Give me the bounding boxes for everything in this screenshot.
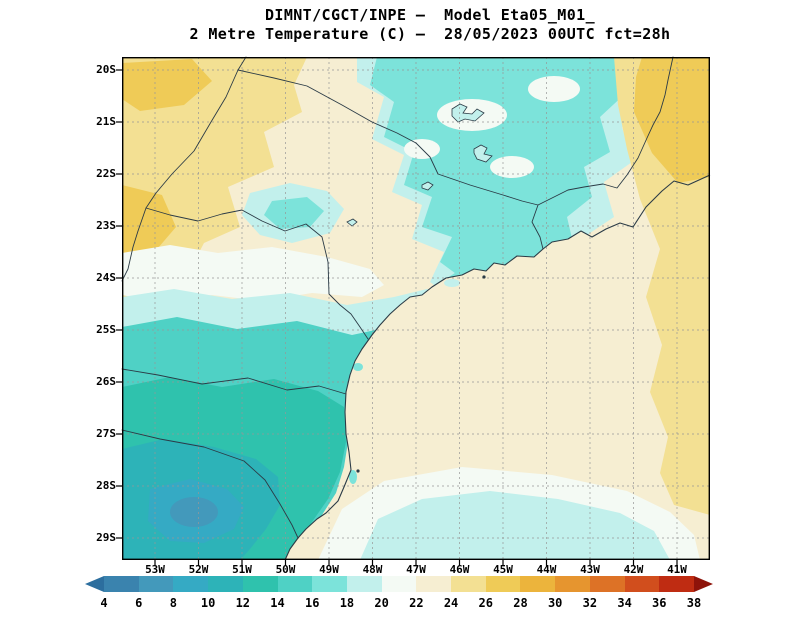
lat-tick-label: 23S <box>96 219 116 232</box>
colorbar-segment <box>416 576 452 592</box>
lake-squiggle-2 <box>473 144 493 163</box>
colorbar-segment <box>451 576 486 592</box>
border-pr-sc <box>121 368 347 395</box>
lat-tick-label: 24S <box>96 271 116 284</box>
temp-region-white-band <box>122 245 384 303</box>
colorbar-tick-label: 18 <box>339 596 355 610</box>
temp-patch-white-3 <box>490 156 534 178</box>
lat-tick-label: 26S <box>96 375 116 388</box>
colorbar-segment <box>485 576 521 592</box>
border-sp-pr <box>145 207 369 340</box>
colorbar-segment <box>173 576 209 592</box>
ocean-region <box>285 175 710 560</box>
grid-layer <box>116 57 710 566</box>
temp-region-coldest-sw <box>170 497 218 527</box>
colorbar-tick-label: 22 <box>409 596 424 610</box>
colorbar-tick-label: 10 <box>200 596 216 610</box>
lat-tick-label: 25S <box>96 323 116 336</box>
border-sp-rj <box>531 204 544 250</box>
title-model-line: DIMNT/CGCT/INPE – Model Eta05_M01_ <box>264 6 596 24</box>
colorbar-segment <box>520 576 556 592</box>
lon-tick-label: 51W <box>232 563 252 576</box>
border-parana-river <box>121 56 247 282</box>
temp-region-gold-nw-1 <box>122 59 212 111</box>
temp-region-gold-nw-2 <box>122 185 176 263</box>
ocean-gold-ne <box>634 57 710 183</box>
lon-tick-label: 44W <box>536 563 557 576</box>
colorbar-segment <box>346 576 382 592</box>
lat-tick-label: 22S <box>96 167 116 180</box>
temp-region-cyan-midleft <box>264 197 324 229</box>
colorbar-segment <box>381 576 417 592</box>
map-plot-area <box>116 56 711 566</box>
ocean-lightcyan-patch <box>360 491 670 560</box>
colorbar-labels: 4 6 8 10 12 14 16 18 20 22 24 26 28 30 32 34 36 38 <box>85 596 713 611</box>
colorbar-bar <box>85 576 713 592</box>
colorbar-segment <box>312 576 347 592</box>
colorbar-tick-label: 38 <box>686 596 702 610</box>
colorbar-tick-label: 34 <box>617 596 632 610</box>
lat-tick-label: 29S <box>96 531 116 544</box>
colorbar-tick-label: 36 <box>652 596 667 610</box>
lake-squiggle-1 <box>451 103 485 123</box>
border-sp-mg <box>237 56 674 206</box>
colorbar-tick-label: 8 <box>169 596 178 610</box>
colorbar-segment <box>208 576 243 592</box>
colorbar-tick-label: 26 <box>478 596 493 610</box>
lon-tick-label: 43W <box>580 563 600 576</box>
colorbar-segment <box>138 576 174 592</box>
colorbar-tick-label: 4 <box>100 596 108 610</box>
island-dot-2 <box>356 469 360 473</box>
colorbar-segment <box>277 576 313 592</box>
lat-tick-label: 27S <box>96 427 116 440</box>
colorbar-segment <box>589 576 625 592</box>
coastal-bay-spot-2 <box>349 470 357 484</box>
lat-tick-label: 21S <box>96 115 116 128</box>
colorbar-tick-label: 24 <box>443 596 459 610</box>
figure-title: DIMNT/CGCT/INPE – Model Eta05_M01_ 2 Met… <box>46 6 800 44</box>
coastline <box>284 174 711 561</box>
lon-tick-label: 41W <box>667 563 687 576</box>
colorbar-tick-label: 20 <box>374 596 389 610</box>
colorbar-segment <box>242 576 278 592</box>
map-frame <box>121 56 710 561</box>
colorbar-segment <box>555 576 590 592</box>
colorbar-tick-label: 30 <box>547 596 563 610</box>
colorbar-tick-label: 14 <box>270 596 285 610</box>
lon-tick-label: 52W <box>188 563 209 576</box>
temperature-map <box>116 56 711 566</box>
colorbar-segment <box>659 576 694 592</box>
lon-tick-label: 49W <box>319 563 339 576</box>
lake-squiggle-4 <box>346 218 358 227</box>
colorbar-arrow-right <box>693 576 713 592</box>
lake-squiggle-3 <box>421 181 434 191</box>
colorbar-tick-label: 12 <box>235 596 251 610</box>
lon-tick-label: 50W <box>275 563 296 576</box>
colorbar-tick-label: 6 <box>135 596 143 610</box>
lon-tick-label: 53W <box>145 563 165 576</box>
lon-tick-label: 46W <box>449 563 470 576</box>
colorbar-segment <box>624 576 660 592</box>
coastal-bay-spot-3 <box>444 279 460 287</box>
lat-tick-label: 20S <box>96 63 116 76</box>
title-field-line: 2 Metre Temperature (C) – 28/05/2023 00U… <box>189 25 671 43</box>
island-dot-1 <box>482 275 486 279</box>
colorbar-tick-label: 28 <box>513 596 528 610</box>
colorbar: 4 6 8 10 12 14 16 18 20 22 24 26 28 30 32 34 36 38 <box>85 576 713 611</box>
colorbar-tick-label: 32 <box>582 596 598 610</box>
lon-tick-label: 47W <box>406 563 426 576</box>
temp-patch-white-2 <box>528 76 580 102</box>
lon-tick-label: 42W <box>623 563 644 576</box>
border-sc-rs <box>121 429 299 539</box>
coastal-bay-spot-1 <box>353 363 363 371</box>
state-borders <box>121 56 674 539</box>
lon-tick-label: 48W <box>362 563 383 576</box>
lat-tick-label: 28S <box>96 479 116 492</box>
colorbar-segment <box>104 576 139 592</box>
colorbar-tick-label: 16 <box>305 596 320 610</box>
lon-tick-label: 45W <box>493 563 513 576</box>
colorbar-arrow-left <box>85 576 104 592</box>
